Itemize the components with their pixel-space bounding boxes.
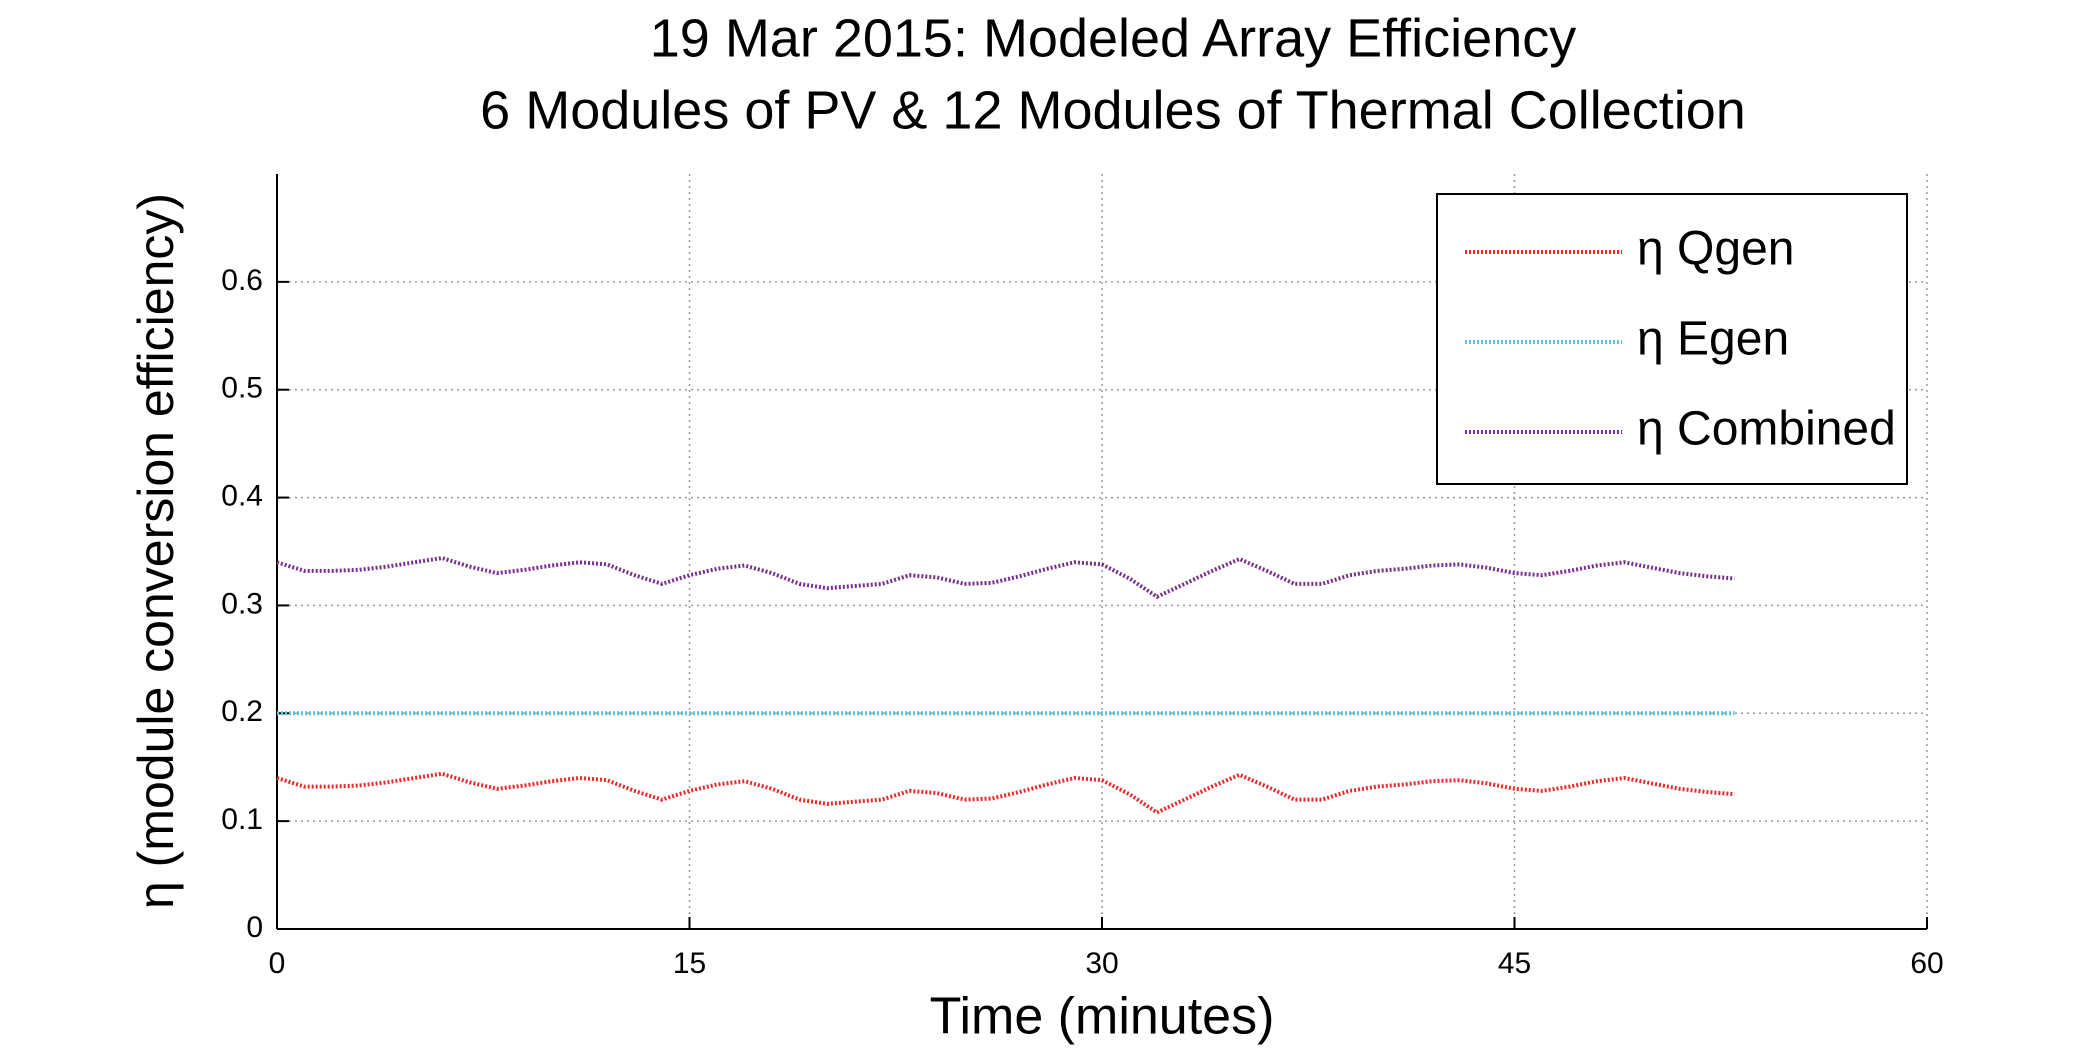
series-line [276,555,1735,600]
y-tick-label: 0.6 [221,264,263,297]
x-tick-label: 45 [1498,947,1531,980]
x-tick-label: 0 [269,947,286,980]
chart-title: 19 Mar 2015: Modeled Array Efficiency [650,8,1577,68]
legend-label: η Combined [1637,403,1896,456]
legend-label: η Egen [1637,313,1789,366]
y-tick-label: 0.3 [221,587,263,620]
legend-label: η Qgen [1637,223,1794,276]
y-tick-label: 0.5 [221,372,263,405]
y-tick-label: 0 [246,911,263,944]
legend: η Qgen η Egen η Combined [1436,193,1908,485]
x-tick-label: 60 [1910,947,1943,980]
y-tick-label: 0.2 [221,695,263,728]
series-line [276,771,1735,815]
y-tick-label: 0.4 [221,479,263,512]
x-tick-label: 15 [673,947,706,980]
legend-box [1436,193,1908,485]
y-tick-label: 0.1 [221,803,263,836]
chart-subtitle: 6 Modules of PV & 12 Modules of Thermal … [480,80,1746,140]
y-axis-label: η (module conversion efficiency) [128,193,184,909]
x-axis-label: Time (minutes) [930,988,1275,1046]
x-tick-label: 30 [1085,947,1118,980]
